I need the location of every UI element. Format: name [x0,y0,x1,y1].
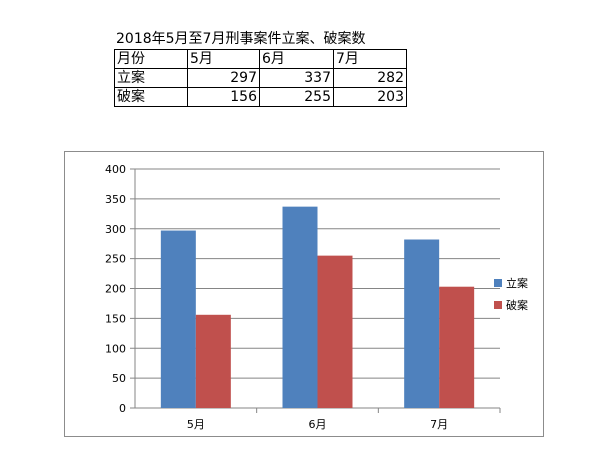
table-cell: 255 [259,87,334,107]
y-tick-label: 100 [105,342,126,355]
bar-立案-6月 [282,206,318,408]
bar-破案-7月 [439,286,475,408]
bar-破案-5月 [195,314,231,408]
y-tick-label: 300 [105,223,126,236]
y-tick-label: 250 [105,253,126,266]
table-title: 2018年5月至7月刑事案件立案、破案数 [116,31,366,47]
bar-破案-6月 [317,255,353,408]
legend-label: 破案 [506,298,528,312]
legend-swatch [494,279,502,287]
x-tick-label: 6月 [309,418,327,431]
y-tick-label: 150 [105,312,126,325]
legend-swatch [494,301,502,309]
x-tick-label: 7月 [430,418,448,431]
y-tick-label: 50 [112,372,126,385]
bar-立案-5月 [160,230,196,408]
y-tick-label: 200 [105,283,126,296]
table-row-label: 破案 [114,87,188,107]
bar-立案-7月 [404,239,440,408]
legend-label: 立案 [506,276,528,290]
table-cell: 203 [333,87,407,107]
y-tick-label: 350 [105,193,126,206]
table-header-cell: 5月 [187,49,260,69]
table-cell: 156 [187,87,260,107]
table-header-row: 月份 5月 6月 7月 [114,49,407,69]
data-table: 月份 5月 6月 7月 立案 297 337 282 破案 156 255 20… [114,49,407,107]
table-row: 破案 156 255 203 [114,87,407,107]
y-tick-label: 0 [119,402,126,415]
table-cell: 297 [187,68,260,88]
x-tick-label: 5月 [187,418,205,431]
table-cell: 282 [333,68,407,88]
y-tick-label: 400 [105,163,126,176]
